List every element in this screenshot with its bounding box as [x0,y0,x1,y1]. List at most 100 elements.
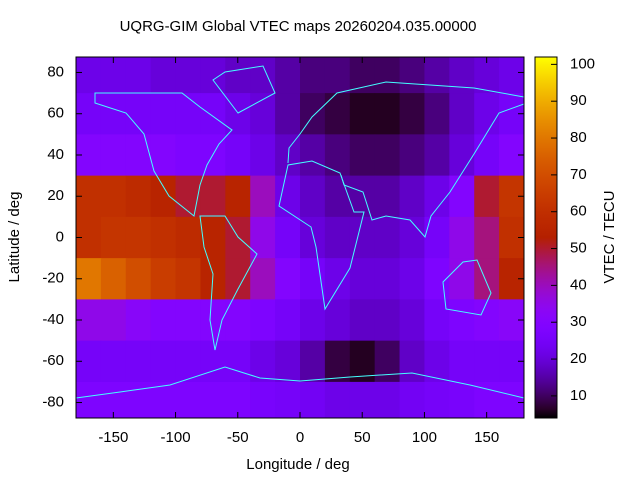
x-tick-label: 150 [474,429,499,446]
heat-cell [424,216,450,259]
colorbar-tick-label: 30 [570,313,587,330]
heat-cell [399,258,425,300]
heat-cell [399,57,425,94]
heat-cell [175,134,201,177]
heat-cell [275,340,301,383]
colorbar-tick-label: 50 [570,240,587,257]
heat-cell [449,134,475,177]
heat-cell [225,57,251,94]
heat-cell [424,340,450,383]
heat-cell [275,216,301,259]
y-tick-label: 60 [47,105,64,122]
heat-cell [499,381,525,419]
heat-cell [250,57,276,94]
heat-cell [150,258,177,300]
heat-cell [349,175,376,218]
chart-title: UQRG-GIM Global VTEC maps 20260204.035.0… [120,18,477,35]
heat-cell [125,216,152,259]
heat-cell [300,134,326,177]
heat-cell [250,340,276,383]
heat-cell [100,134,127,177]
heat-cell [225,175,251,218]
heat-cell [225,340,251,383]
heat-cell [225,93,251,135]
heat-cell [175,175,201,218]
heat-cell [125,258,152,300]
heat-cell [200,381,226,419]
heat-cell [474,93,500,135]
y-tick-label: 40 [47,146,64,163]
heat-cell [300,299,326,342]
heat-cell [76,57,102,94]
heat-cell [399,340,425,383]
heat-cell [150,57,177,94]
heat-cell [449,175,475,218]
y-tick-label: 0 [56,228,64,245]
heat-cell [250,381,276,419]
heat-cell [300,216,326,259]
heat-cell [349,93,376,135]
heat-cell [275,299,301,342]
heat-cell [399,93,425,135]
heat-cell [449,381,475,419]
colorbar-tick-label: 10 [570,387,587,404]
y-tick-label: 20 [47,187,64,204]
heat-cell [474,258,500,300]
heat-cell [474,299,500,342]
heat-cell [324,175,351,218]
heat-cell [150,134,177,177]
heat-cell [374,258,401,300]
heat-cell [324,340,351,383]
heat-cell [150,381,177,419]
heat-cell [150,93,177,135]
heat-cell [150,299,177,342]
heat-cell [474,340,500,383]
heat-cell [175,93,201,135]
colorbar-tick-label: 90 [570,92,587,109]
x-tick-label: 50 [354,429,371,446]
heat-cell [424,93,450,135]
heat-cell [424,175,450,218]
coastlines [76,65,524,399]
heat-cell [100,340,127,383]
heat-cell [100,258,127,300]
colorbar-tick-label: 80 [570,129,587,146]
heat-cell [324,216,351,259]
heat-cell [449,340,475,383]
heat-cell [275,381,301,419]
heat-cell [175,381,201,419]
heat-cell [125,134,152,177]
heat-cell [374,57,401,94]
x-tick-label: 100 [412,429,437,446]
heat-cell [300,340,326,383]
coastline [76,366,524,399]
heat-cell [275,134,301,177]
heat-cell [275,57,301,94]
heatmap [76,57,525,419]
heat-cell [250,258,276,300]
heat-cell [449,216,475,259]
heat-cell [499,57,525,94]
coastline [212,65,276,114]
heat-cell [150,340,177,383]
y-tick-label: -60 [42,352,64,369]
heat-cell [399,299,425,342]
heat-cell [300,258,326,300]
x-tick-label: 0 [296,429,304,446]
heat-cell [424,381,450,419]
heat-cell [324,381,351,419]
y-tick-label: -40 [42,311,64,328]
heat-cell [225,134,251,177]
heat-cell [275,93,301,135]
heat-cell [200,340,226,383]
coastline [340,103,524,239]
heat-cell [449,93,475,135]
heat-cell [125,57,152,94]
heat-cell [324,299,351,342]
heat-cell [374,299,401,342]
heat-cell [324,93,351,135]
heat-cell [200,57,226,94]
heat-cell [150,175,177,218]
heat-cell [324,134,351,177]
heat-cell [424,57,450,94]
